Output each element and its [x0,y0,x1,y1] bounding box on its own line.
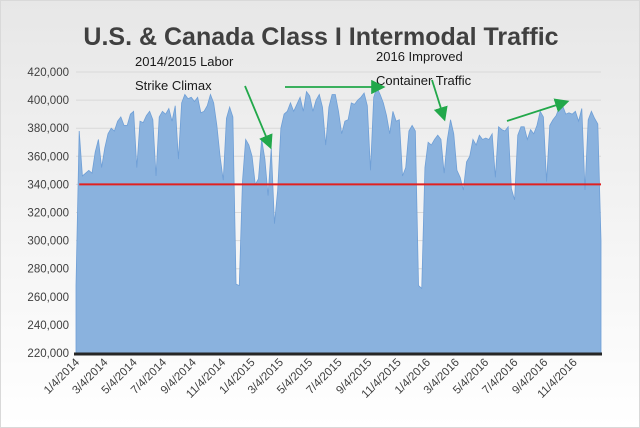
y-tick-label: 420,000 [27,67,69,79]
area-series [75,86,602,354]
y-tick-label: 360,000 [27,151,69,163]
y-tick-label: 300,000 [27,236,69,248]
annotation-arrow [244,85,273,150]
annotation-arrow [431,79,448,122]
annotation-container-traffic-line2: Container Traffic [376,73,472,88]
y-tick-label: 340,000 [27,179,69,191]
annotation-labor-strike-line2: Strike Climax [135,78,212,93]
annotation-labor-strike-line1: 2014/2015 Labor [135,54,234,69]
y-tick-label: 380,000 [27,123,69,135]
y-tick-label: 320,000 [27,208,69,220]
annotation-container-traffic-line1: 2016 Improved [376,49,463,64]
y-tick-label: 220,000 [27,348,69,360]
y-tick-label: 280,000 [27,264,69,276]
y-tick-label: 240,000 [27,320,69,332]
y-tick-label: 400,000 [27,95,69,107]
chart-title: U.S. & Canada Class I Intermodal Traffic [83,23,559,51]
y-tick-label: 260,000 [27,292,69,304]
annotation-arrow [506,98,570,122]
